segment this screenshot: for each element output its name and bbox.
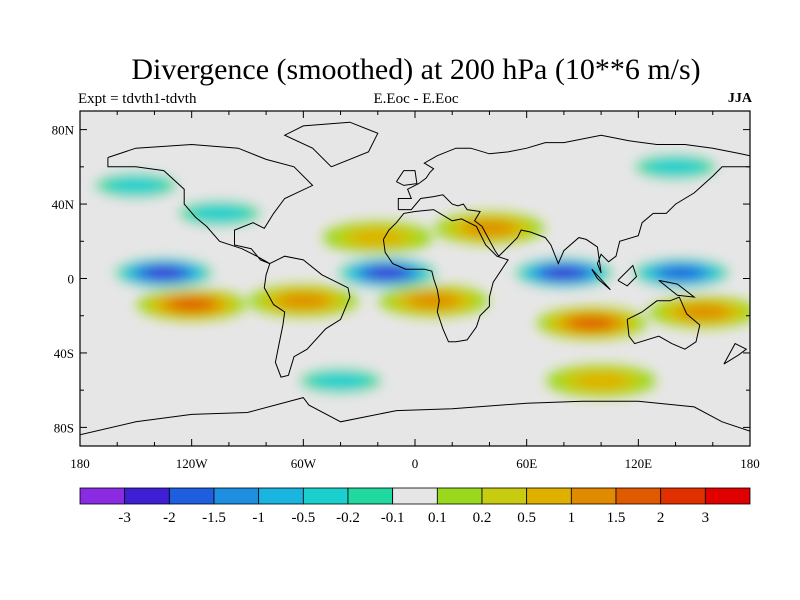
map-title: Divergence (smoothed) at 200 hPa (10**6 …	[131, 53, 701, 86]
experiment-label: Expt = tdvth1-tdvth	[78, 91, 197, 107]
season-label: JJA	[727, 91, 752, 106]
colorbar-label: 2	[657, 510, 665, 526]
colorbar-box	[168, 487, 215, 505]
colorbar-label: 0.1	[428, 510, 447, 526]
colorbar-box	[526, 487, 572, 505]
colorbar-box	[570, 487, 617, 505]
lat-tick-label: 0	[68, 272, 75, 287]
colorbar-box	[347, 487, 394, 505]
colorbar-box	[615, 487, 662, 505]
coastline	[723, 342, 748, 365]
divergence-region	[573, 372, 629, 389]
colorbar-label: -3	[118, 510, 131, 526]
divergence-region	[108, 177, 164, 194]
colorbar-box	[213, 487, 260, 505]
coastline	[382, 209, 509, 343]
colorbar-box	[258, 487, 304, 505]
coastline	[617, 264, 638, 287]
coastline	[626, 296, 701, 350]
colorbar-box	[79, 487, 126, 505]
coastline	[107, 143, 314, 265]
colorbar-label: -1.5	[202, 510, 226, 526]
divergence-region	[313, 372, 369, 389]
coastline	[658, 279, 696, 298]
lon-tick-label: 60E	[516, 456, 537, 471]
colorbar-box	[392, 487, 438, 505]
divergence-region	[544, 267, 584, 279]
colorbar-label: -0.5	[291, 510, 315, 526]
lon-tick-label: 120W	[176, 456, 209, 471]
divergence-region	[169, 298, 214, 311]
divergence-region	[350, 229, 406, 246]
divergence-region	[367, 267, 407, 279]
coastline	[395, 170, 418, 186]
lon-tick-label: 180	[740, 456, 760, 471]
lon-tick-label: 180	[70, 456, 90, 471]
colorbar-label: -1	[252, 510, 265, 526]
lat-tick-label: 40N	[52, 197, 75, 212]
coastline	[397, 134, 750, 274]
lon-tick-label: 120E	[625, 456, 653, 471]
lat-tick-label: 80N	[52, 123, 75, 138]
colorbar-label: -0.2	[336, 510, 360, 526]
lon-tick-label: 0	[412, 456, 419, 471]
lat-tick-label: 40S	[54, 346, 74, 361]
comparison-label: E.Eoc - E.Eoc	[373, 91, 459, 107]
coastline	[283, 121, 379, 168]
lon-tick-label: 60W	[291, 456, 317, 471]
coastline	[263, 255, 351, 378]
divergence-region	[279, 293, 328, 308]
divergence-region	[679, 305, 728, 319]
colorbar-label: 0.5	[517, 510, 536, 526]
colorbar-box	[124, 487, 170, 505]
colorbar-box	[436, 487, 483, 505]
colorbar-label: 0.2	[473, 510, 492, 526]
colorbar-box	[704, 487, 751, 505]
colorbar-box	[302, 487, 349, 505]
colorbar-label: 1	[568, 510, 576, 526]
colorbar-label: 1.5	[607, 510, 626, 526]
divergence-region	[465, 221, 514, 236]
divergence-region	[144, 267, 184, 279]
colorbar-label: -0.1	[381, 510, 405, 526]
divergence-region	[409, 293, 458, 308]
divergence-region	[569, 316, 614, 330]
colorbar-label: -2	[163, 510, 176, 526]
divergence-region	[660, 266, 702, 279]
divergence-region	[648, 158, 704, 175]
divergence-field	[80, 150, 750, 397]
colorbar-box	[660, 487, 706, 505]
colorbar-label: 3	[702, 510, 710, 526]
lat-tick-label: 80S	[54, 420, 74, 435]
coastline	[591, 268, 611, 291]
divergence-region	[192, 205, 248, 222]
coastline	[80, 397, 750, 436]
colorbar-box	[481, 487, 528, 505]
